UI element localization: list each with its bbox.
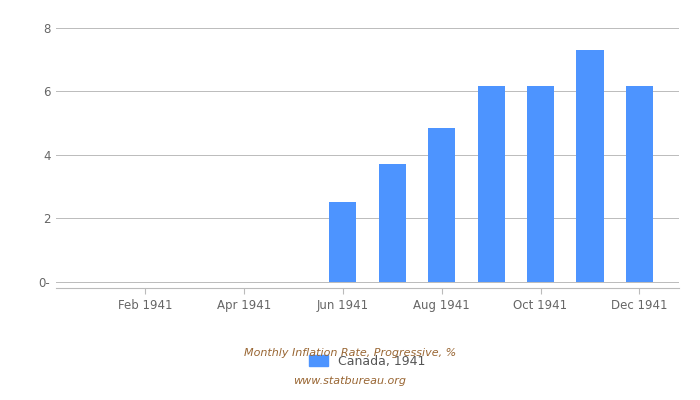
Text: www.statbureau.org: www.statbureau.org <box>293 376 407 386</box>
Bar <box>428 128 455 282</box>
Bar <box>626 86 653 282</box>
Bar <box>477 86 505 282</box>
Bar <box>329 202 356 282</box>
Text: Monthly Inflation Rate, Progressive, %: Monthly Inflation Rate, Progressive, % <box>244 348 456 358</box>
Legend: Canada, 1941: Canada, 1941 <box>309 355 426 368</box>
Bar <box>576 50 603 282</box>
Bar <box>379 164 406 282</box>
Bar <box>527 86 554 282</box>
